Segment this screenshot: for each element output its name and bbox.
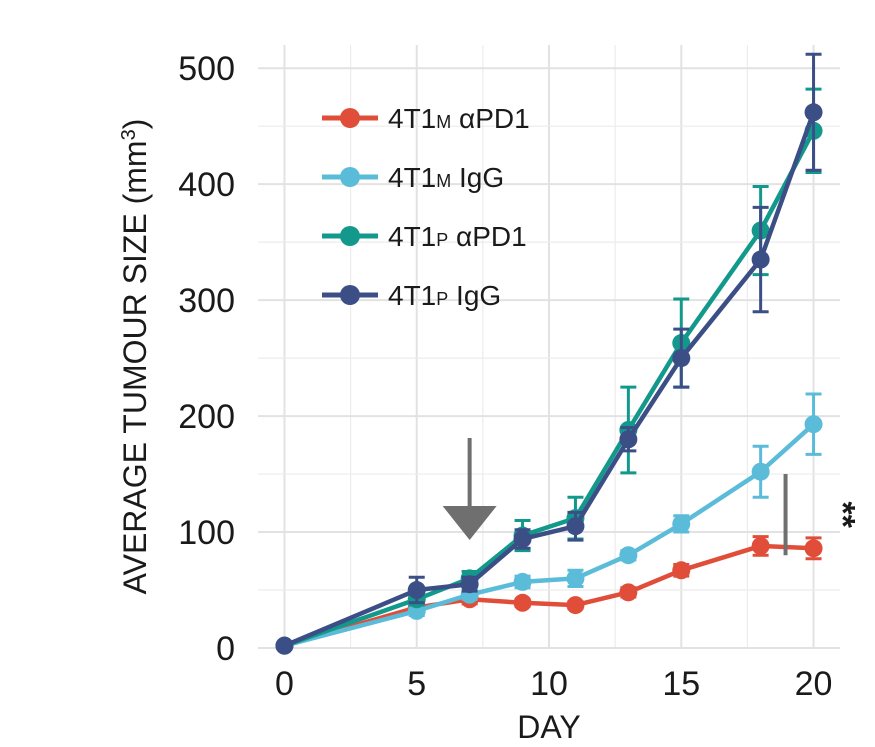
x-tick-label: 20 bbox=[795, 665, 833, 703]
series-4 bbox=[275, 52, 823, 655]
x-tick-label: 15 bbox=[662, 665, 700, 703]
data-point bbox=[566, 517, 585, 536]
y-tick-label: 100 bbox=[178, 514, 235, 552]
data-point bbox=[804, 103, 823, 122]
grid bbox=[258, 45, 840, 649]
x-axis-label: DAY bbox=[517, 709, 580, 745]
x-tick-labels: 0 5 10 15 20 bbox=[275, 665, 832, 703]
legend-label: 4T1P IgG bbox=[388, 280, 501, 311]
data-point bbox=[513, 593, 532, 612]
data-point bbox=[460, 575, 479, 594]
legend-label: 4T1M IgG bbox=[388, 162, 504, 193]
arrow-head bbox=[442, 506, 497, 540]
significance-label: ** bbox=[824, 501, 862, 528]
data-point bbox=[672, 349, 691, 368]
data-point bbox=[672, 561, 691, 580]
y-tick-label: 0 bbox=[216, 630, 235, 668]
y-tick-label: 500 bbox=[178, 50, 235, 88]
data-point bbox=[751, 536, 770, 555]
data-point bbox=[513, 572, 532, 591]
x-tick-label: 10 bbox=[530, 665, 568, 703]
legend-swatch-marker bbox=[340, 167, 360, 187]
data-point bbox=[407, 581, 426, 600]
y-tick-labels: 0 100 200 300 400 500 bbox=[178, 50, 235, 668]
series-group bbox=[275, 52, 823, 655]
x-tick-label: 5 bbox=[407, 665, 426, 703]
legend-swatch-marker bbox=[340, 285, 360, 305]
data-point bbox=[672, 514, 691, 533]
y-tick-label: 400 bbox=[178, 166, 235, 204]
data-point bbox=[804, 539, 823, 558]
legend-item-4: 4T1P IgG bbox=[322, 280, 501, 311]
legend-swatch-marker bbox=[340, 226, 360, 246]
data-point bbox=[751, 250, 770, 269]
y-tick-label: 300 bbox=[178, 282, 235, 320]
data-point bbox=[566, 569, 585, 588]
legend-label: 4T1M αPD1 bbox=[388, 103, 530, 134]
y-axis-label: AVERAGE TUMOUR SIZE (mm3) bbox=[117, 119, 153, 595]
data-point bbox=[566, 596, 585, 615]
legend-item-2: 4T1M IgG bbox=[322, 162, 504, 193]
legend: 4T1M αPD1 4T1M IgG 4T1P αPD1 4T1P IgG bbox=[322, 103, 530, 311]
data-point bbox=[804, 415, 823, 434]
legend-label: 4T1P αPD1 bbox=[388, 221, 527, 252]
treatment-arrow bbox=[442, 438, 497, 540]
legend-swatch-marker bbox=[340, 108, 360, 128]
y-tick-label: 200 bbox=[178, 398, 235, 436]
data-point bbox=[513, 529, 532, 548]
data-point bbox=[619, 546, 638, 565]
data-point bbox=[619, 430, 638, 449]
data-point bbox=[619, 583, 638, 602]
data-point bbox=[751, 462, 770, 481]
legend-item-1: 4T1M αPD1 bbox=[322, 103, 530, 134]
significance-annotation: ** bbox=[783, 474, 862, 556]
legend-item-3: 4T1P αPD1 bbox=[322, 221, 527, 252]
axes: 0 5 10 15 20 0 100 200 300 400 500 DAY AVERAGE TU… bbox=[117, 50, 832, 745]
data-point bbox=[275, 636, 294, 655]
x-tick-label: 0 bbox=[275, 665, 294, 703]
